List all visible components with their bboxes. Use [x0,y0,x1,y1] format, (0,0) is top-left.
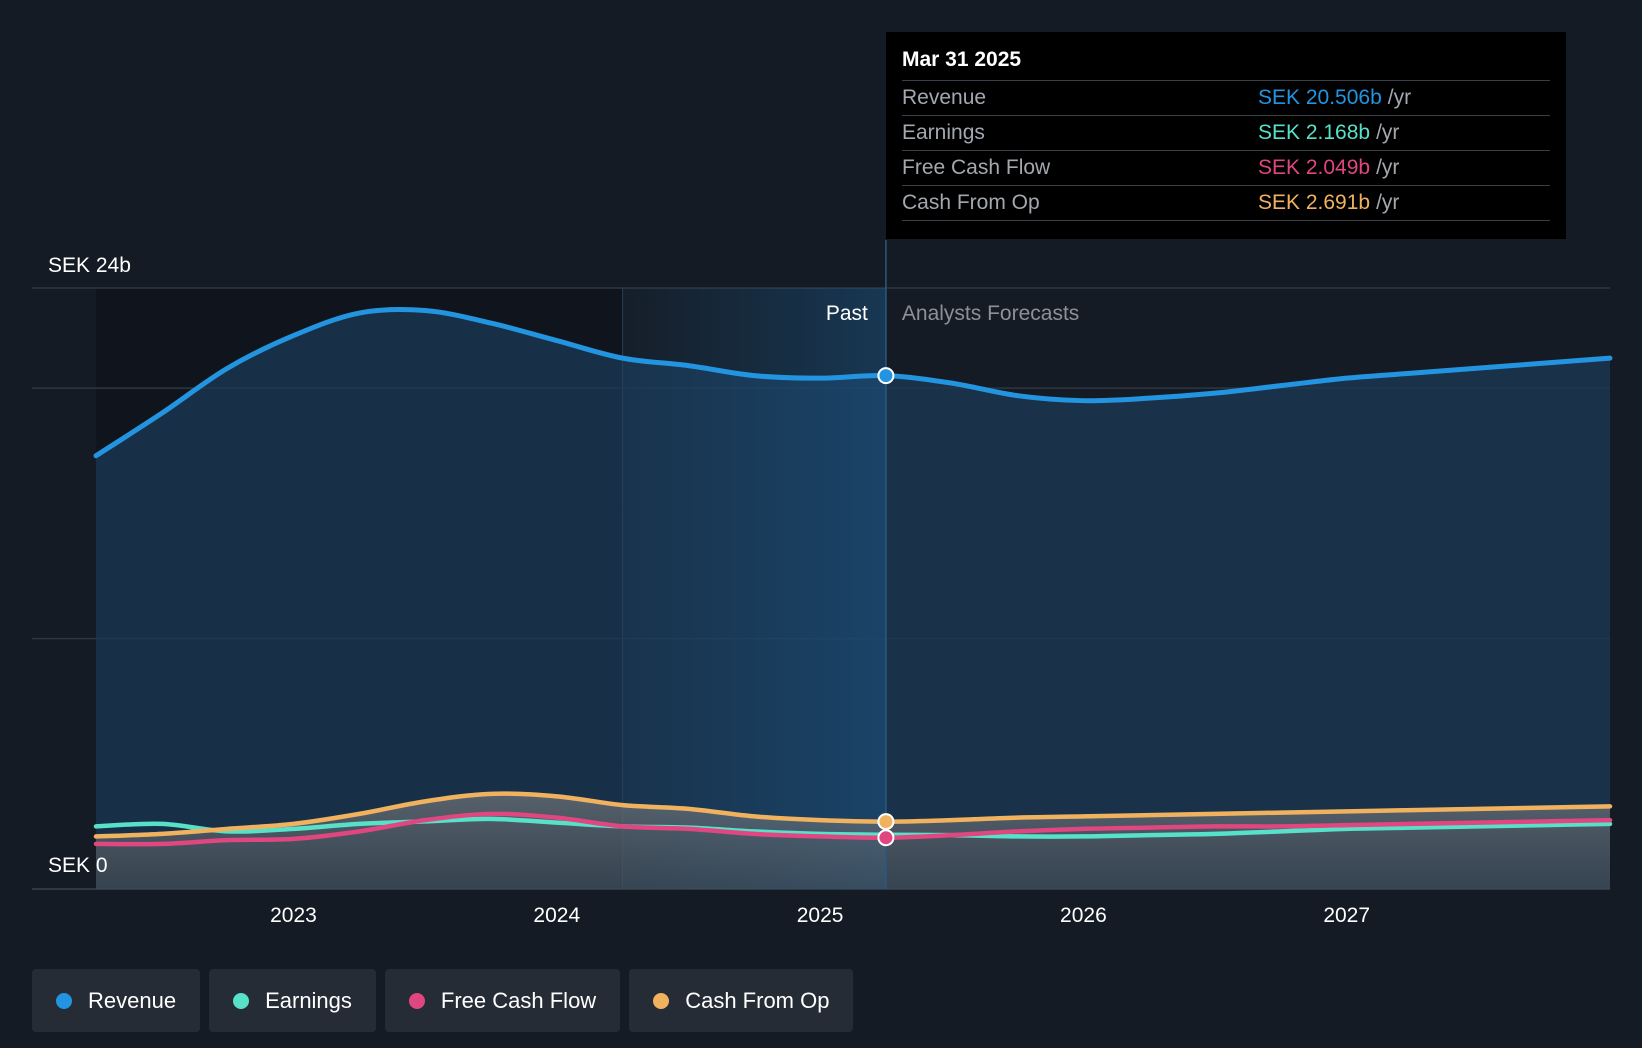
tooltip-value: SEK 2.168b [1258,121,1371,144]
y-axis-top-label: SEK 24b [48,254,131,277]
revenue-marker [877,367,895,385]
tooltip-unit: /yr [1376,156,1400,179]
tooltip-value: SEK 20.506b [1258,86,1382,109]
tooltip-label: Free Cash Flow [902,156,1051,179]
free-cash-flow-marker [877,829,895,847]
x-tick-label: 2025 [797,904,844,927]
tooltip-unit: /yr [1376,121,1400,144]
cash-from-op-line [93,791,1613,839]
tooltip-value: SEK 2.691b [1258,191,1371,214]
legend-item-revenue[interactable]: Revenue [32,969,201,1032]
x-tick-label: 2024 [533,904,580,927]
highlight-band [622,288,886,889]
x-tick-label: 2026 [1060,904,1107,927]
tooltip-row-revenue: Revenue SEK 20.506b /yr [902,81,1550,116]
tooltip-row-cash-from-op: Cash From Op SEK 2.691b /yr [902,186,1550,221]
cash-from-op-dot-icon [653,992,670,1009]
earnings-dot-icon [233,992,250,1009]
cash-from-op-marker [877,813,895,831]
tooltip-label: Earnings [902,121,985,144]
revenue-line [93,307,1613,459]
tooltip-date: Mar 31 2025 [902,46,1550,81]
legend-label: Revenue [88,987,177,1013]
tooltip-row-free-cash-flow: Free Cash Flow SEK 2.049b /yr [902,151,1550,186]
tooltip-unit: /yr [1387,86,1412,109]
tooltip-value: SEK 2.049b [1258,156,1371,179]
free-cash-flow-dot-icon [408,992,425,1009]
legend-item-cash-from-op[interactable]: Cash From Op [629,969,854,1032]
legend-item-free-cash-flow[interactable]: Free Cash Flow [384,969,621,1032]
legend-label: Cash From Op [685,987,830,1013]
tooltip: Mar 31 2025 Revenue SEK 20.506b /yr Earn… [886,32,1566,239]
free-cash-flow-line [93,811,1613,847]
forecast-label: Analysts Forecasts [902,302,1079,325]
tooltip-label: Revenue [902,86,987,109]
past-label: Past [826,302,868,325]
tooltip-unit: /yr [1376,191,1400,214]
legend-label: Free Cash Flow [440,987,597,1013]
y-axis-bottom-label: SEK 0 [48,854,108,877]
revenue-dot-icon [56,992,72,1009]
legend: Revenue Earnings Free Cash Flow Cash Fro… [32,969,854,1032]
legend-item-earnings[interactable]: Earnings [209,969,376,1032]
earnings-line [93,816,1613,839]
x-tick-label: 2023 [270,904,317,927]
tooltip-label: Cash From Op [902,191,1040,214]
tooltip-row-earnings: Earnings SEK 2.168b /yr [902,116,1550,151]
legend-label: Earnings [265,987,352,1013]
x-tick-label: 2027 [1323,904,1370,927]
